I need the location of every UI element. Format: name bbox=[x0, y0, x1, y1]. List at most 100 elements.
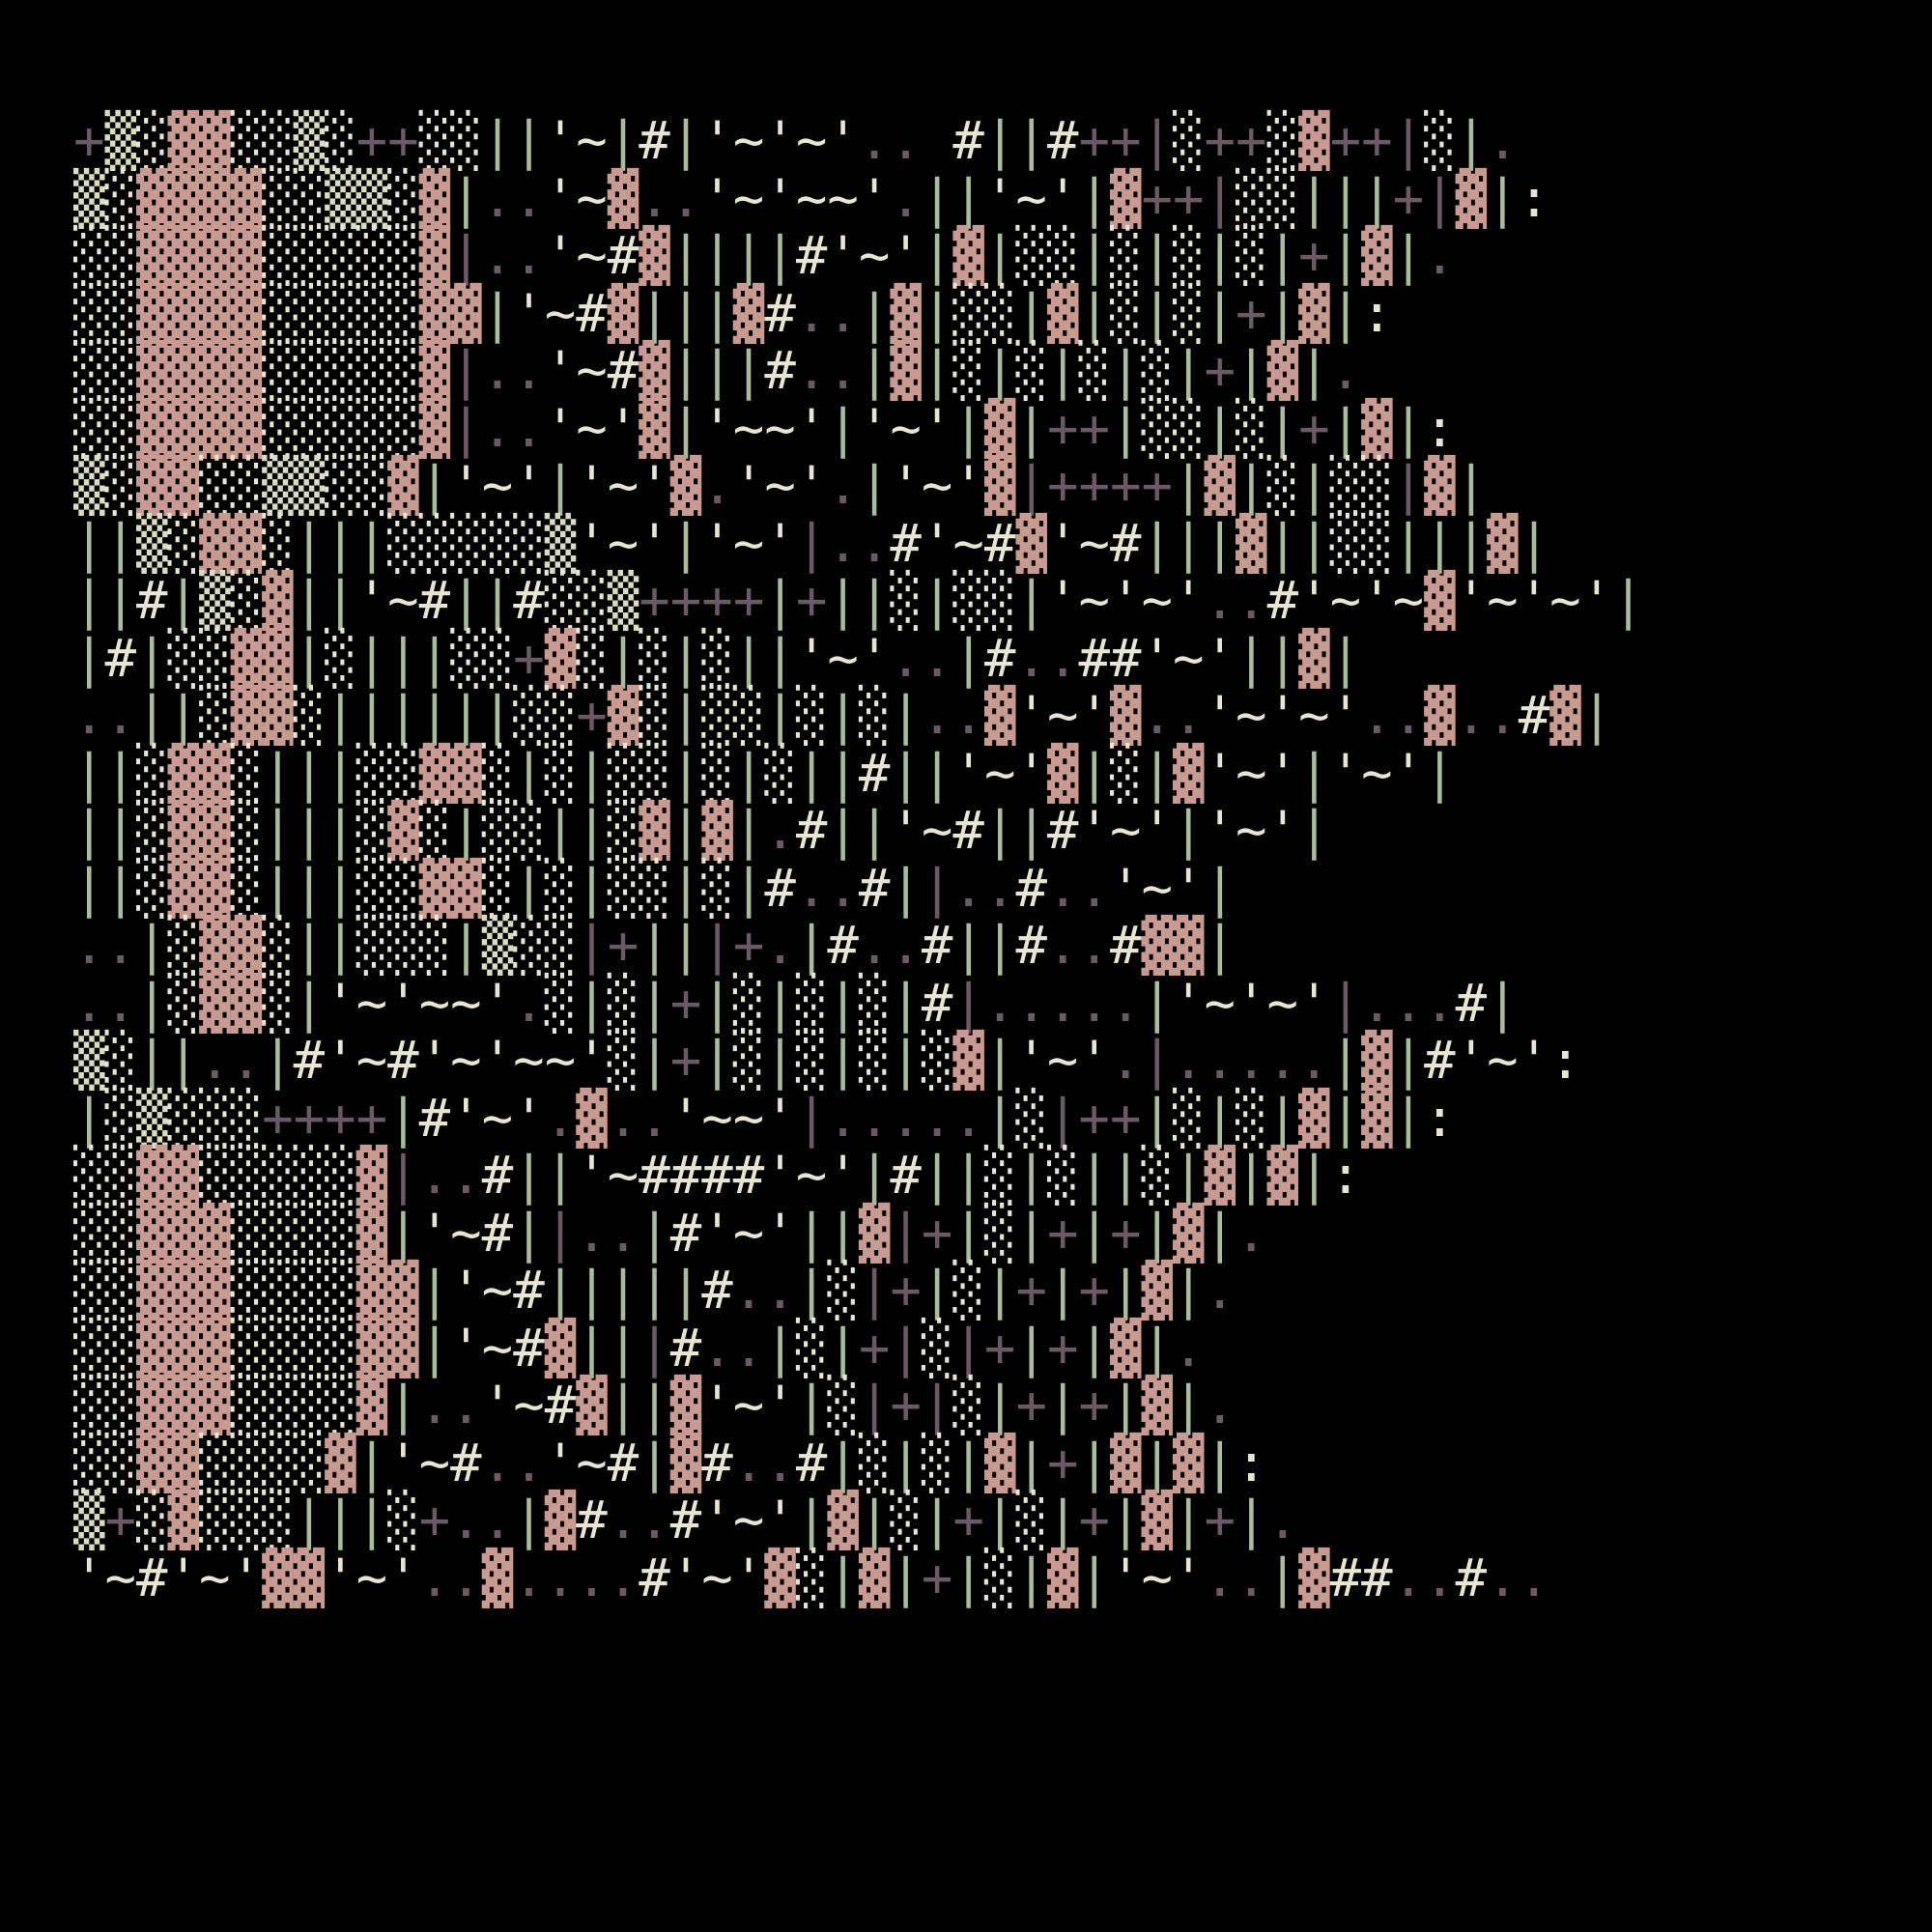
art-run: | bbox=[1015, 282, 1047, 344]
art-run: ▓▓ bbox=[167, 742, 231, 804]
art-run: .. bbox=[1361, 685, 1425, 746]
art-run: | bbox=[795, 1375, 828, 1435]
art-run: | bbox=[858, 282, 891, 344]
art-run: ▓▓ bbox=[136, 1432, 200, 1493]
art-run: | bbox=[983, 225, 1016, 286]
art-run: ░░░ bbox=[167, 1087, 263, 1149]
art-run: ||| bbox=[262, 800, 356, 861]
art-run: ▓▓ bbox=[136, 455, 200, 516]
art-run: | bbox=[921, 340, 953, 401]
art-run: ▓ bbox=[1298, 1087, 1330, 1149]
art-run: |+. bbox=[701, 915, 796, 976]
art-run: ░░ bbox=[73, 282, 137, 344]
art-run: ░ bbox=[858, 972, 891, 1034]
art-run: | bbox=[1204, 1432, 1236, 1493]
art-run: ░ bbox=[639, 685, 670, 746]
art-run: .. bbox=[418, 1547, 482, 1608]
art-run: ░ bbox=[262, 915, 294, 976]
art-run: | bbox=[669, 800, 702, 861]
art-run: #'~#'~'~~'░ bbox=[293, 1030, 639, 1091]
art-run: | bbox=[1141, 282, 1174, 344]
art-run: '~# bbox=[513, 282, 608, 344]
art-run: ▒ bbox=[481, 915, 514, 976]
art-run: ░ bbox=[701, 742, 733, 804]
art-run: ||| bbox=[639, 282, 733, 344]
art-run: ░░ bbox=[355, 742, 419, 804]
art-run: ░ bbox=[387, 1490, 419, 1550]
art-run: ▓ bbox=[1361, 397, 1393, 459]
art-run: .. bbox=[795, 340, 859, 401]
art-run: #'~' bbox=[795, 225, 922, 286]
art-run: ▓ bbox=[576, 1375, 608, 1435]
art-run: ░ bbox=[952, 1260, 984, 1321]
art-run: + bbox=[952, 1490, 984, 1550]
art-run: #'~# bbox=[890, 512, 1016, 574]
art-run: #'~' bbox=[418, 1087, 545, 1149]
art-run: |+ bbox=[952, 1317, 1016, 1378]
art-run: '~' bbox=[952, 742, 1047, 804]
art-run: | bbox=[1046, 1375, 1079, 1435]
art-run: ░ bbox=[607, 800, 639, 861]
art-run: # bbox=[921, 110, 984, 171]
art-run: '~'~' bbox=[1455, 570, 1613, 631]
art-run: | bbox=[764, 685, 796, 746]
art-run: || bbox=[983, 110, 1047, 171]
art-run: ++| bbox=[1141, 167, 1236, 229]
art-run: || bbox=[795, 1202, 859, 1264]
art-run: .. bbox=[732, 1260, 796, 1321]
art-run: .. bbox=[607, 1490, 670, 1550]
art-run: | bbox=[639, 1202, 670, 1264]
art-run: #'~' bbox=[669, 1490, 796, 1550]
art-run: | bbox=[890, 1030, 922, 1091]
art-run: .. bbox=[418, 1375, 482, 1435]
art-run: | bbox=[827, 972, 859, 1034]
art-run: ▓ bbox=[858, 1202, 891, 1264]
art-run: ░ bbox=[418, 800, 451, 861]
art-run: | bbox=[1141, 1087, 1173, 1149]
art-run: + bbox=[1236, 282, 1267, 344]
art-run: + bbox=[513, 627, 545, 689]
art-run: ++ bbox=[1204, 110, 1267, 171]
art-run: ++ bbox=[355, 110, 419, 171]
art-run: | bbox=[1173, 1145, 1205, 1206]
art-run: '~ bbox=[544, 167, 608, 229]
art-run: |.. bbox=[450, 340, 545, 401]
art-run: ░ bbox=[1015, 1490, 1047, 1550]
art-run: '~' bbox=[544, 397, 639, 459]
art-run: ░ bbox=[1236, 225, 1267, 286]
art-run: | bbox=[952, 1432, 984, 1493]
art-run: | bbox=[921, 282, 953, 344]
art-run: ░░ bbox=[1141, 397, 1205, 459]
art-run: . bbox=[1424, 225, 1456, 286]
art-run: | bbox=[921, 225, 953, 286]
art-run: ▓ bbox=[607, 685, 639, 746]
art-run: | bbox=[890, 1547, 922, 1608]
art-run: | bbox=[1046, 1260, 1079, 1321]
art-run: | bbox=[764, 972, 796, 1034]
art-run: ░ bbox=[136, 800, 168, 861]
art-run: ▓ bbox=[639, 340, 670, 401]
art-run: # bbox=[1015, 857, 1047, 919]
art-run: '~' bbox=[701, 512, 796, 574]
art-run: '~' bbox=[1015, 1030, 1110, 1091]
art-run: ░ bbox=[732, 1030, 765, 1091]
art-run: | bbox=[1078, 1432, 1110, 1493]
art-run: | bbox=[1078, 282, 1110, 344]
art-run: + bbox=[669, 1030, 702, 1091]
art-run: | bbox=[1298, 340, 1330, 401]
art-run: + bbox=[1204, 1490, 1236, 1550]
art-run: ▓ bbox=[1455, 167, 1488, 229]
art-run: ░ bbox=[858, 1432, 891, 1493]
art-run: # bbox=[827, 915, 859, 976]
art-run: ▓ bbox=[576, 1087, 608, 1149]
art-run: # bbox=[1518, 685, 1550, 746]
art-run: | bbox=[764, 570, 796, 631]
art-run: || bbox=[607, 1375, 670, 1435]
art-run: || bbox=[450, 570, 514, 631]
art-run: .. bbox=[921, 685, 984, 746]
art-run: ░ bbox=[1015, 1087, 1047, 1149]
art-run: ||||| bbox=[544, 1260, 702, 1321]
art-run: ▓ bbox=[1110, 1317, 1142, 1378]
art-run: ▒ bbox=[607, 570, 639, 631]
art-run: .. bbox=[1046, 915, 1111, 976]
